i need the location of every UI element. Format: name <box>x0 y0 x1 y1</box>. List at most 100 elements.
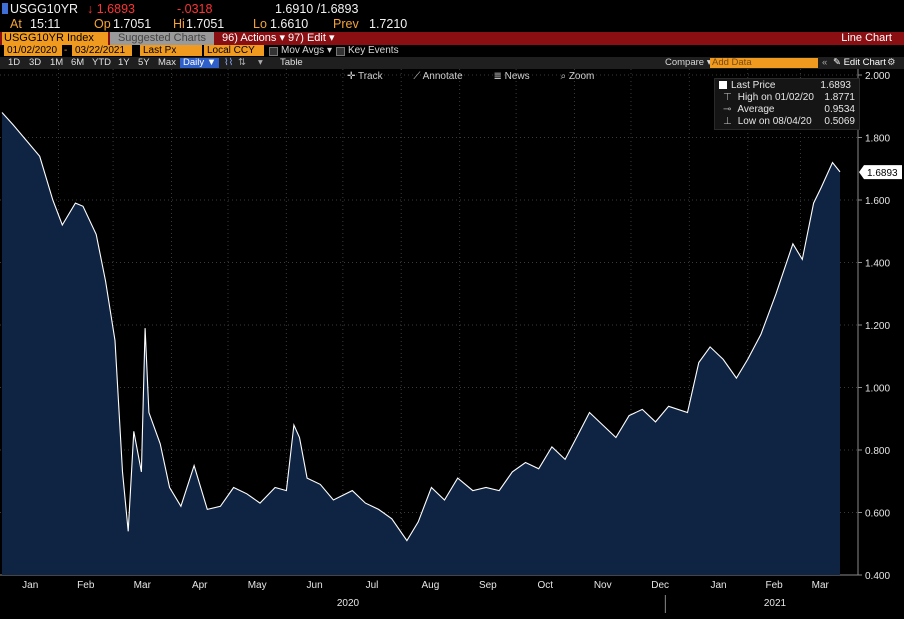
mov-avgs-label[interactable]: Mov Avgs ▾ <box>281 45 332 56</box>
legend-label: Low on 08/04/20 <box>737 116 812 127</box>
start-date-input[interactable]: 01/02/2020 <box>4 45 62 56</box>
high-marker-icon: ⊤ <box>723 92 732 103</box>
edit-chart-button[interactable]: ✎ Edit Chart <box>833 57 886 68</box>
mov-avgs-checkbox[interactable] <box>269 47 278 56</box>
settings-row <box>0 45 904 57</box>
field-select[interactable]: Last Px <box>140 45 202 56</box>
zoom-label: Zoom <box>568 71 595 82</box>
legend-row-low: ⊥ Low on 08/04/20 0.5069 <box>719 116 859 128</box>
y-tick-label: 1.200 <box>865 321 890 332</box>
range-button-5y[interactable]: 5Y <box>138 57 150 68</box>
x-tick-label: Jan <box>710 580 726 591</box>
high-label: Hi <box>173 17 185 31</box>
table-button[interactable]: Table <box>280 57 303 68</box>
year-label-2021: 2021 <box>764 598 787 609</box>
legend-value: 1.8771 <box>824 92 855 103</box>
prev-label: Prev <box>333 17 359 31</box>
legend-label: Last Price <box>731 80 776 91</box>
range-button-ytd[interactable]: YTD <box>92 57 111 68</box>
x-tick-label: Mar <box>134 580 152 591</box>
open-value: 1.7051 <box>113 17 152 31</box>
legend-row-high: ⊤ High on 01/02/20 1.8771 <box>719 92 859 104</box>
y-tick-label: 2.000 <box>865 71 890 82</box>
suggested-charts-button[interactable]: Suggested Charts <box>110 32 214 45</box>
y-tick-label: 0.600 <box>865 509 890 520</box>
range-button-max[interactable]: Max <box>158 57 176 68</box>
at-label: At <box>10 17 22 31</box>
bid-ask: 1.6910 /1.6893 <box>275 2 359 16</box>
last-price-swatch <box>719 81 727 89</box>
line-style-icon[interactable]: ⌇⌇ <box>224 57 234 68</box>
track-label: Track <box>357 71 383 82</box>
x-tick-label: May <box>248 580 267 591</box>
last-price-label: 1.6893 <box>867 168 898 179</box>
open-label: Op <box>94 17 111 31</box>
toolbar-bar: Line Chart <box>0 32 904 45</box>
actions-menu[interactable]: 96) Actions ▾ <box>222 32 285 44</box>
range-button-1m[interactable]: 1M <box>50 57 64 68</box>
periodicity-select[interactable]: Daily ▼ <box>180 58 220 68</box>
y-tick-label: 1.000 <box>865 384 890 395</box>
chart-area[interactable]: 0.400 0.600 0.800 1.000 1.200 1.400 1.600 1.800… <box>0 69 904 614</box>
key-events-checkbox[interactable] <box>336 47 345 56</box>
range-button-1d[interactable]: 1D <box>8 57 21 68</box>
low-label: Lo <box>253 17 267 31</box>
low-marker-icon: ⊥ <box>723 116 732 127</box>
x-tick-label: Sep <box>479 580 497 591</box>
legend-value: 0.9534 <box>824 104 855 115</box>
range-button-1y[interactable]: 1Y <box>118 57 130 68</box>
add-data-input[interactable]: Add Data <box>710 58 818 68</box>
price-chart[interactable]: 0.400 0.600 0.800 1.000 1.200 1.400 1.600 1.800… <box>0 69 904 614</box>
date-separator: - <box>64 45 68 56</box>
y-tick-label: 1.400 <box>865 259 890 270</box>
track-tool[interactable]: ✛ Track <box>347 71 383 82</box>
collapse-icon[interactable]: « <box>822 57 828 68</box>
overflow-icon[interactable]: ▾ <box>258 57 263 68</box>
currency-select[interactable]: Local CCY <box>204 45 264 56</box>
x-tick-label: Nov <box>594 580 612 591</box>
annotate-tool[interactable]: ⟋ Annotate <box>413 71 463 82</box>
year-label-2020: 2020 <box>337 598 360 609</box>
chart-tools: ✛ Track ⟋ Annotate ≣ News ⌕ Zoom <box>347 71 622 82</box>
bar-style-icon[interactable]: ⇅ <box>238 57 246 68</box>
range-button-3d[interactable]: 3D <box>29 57 42 68</box>
x-tick-label: Feb <box>765 580 783 591</box>
chart-legend: Last Price 1.6893 ⊤ High on 01/02/20 1.87… <box>714 78 860 130</box>
at-time: 15:11 <box>30 17 61 31</box>
legend-label: High on 01/02/20 <box>737 92 814 103</box>
key-events-label[interactable]: Key Events <box>348 45 399 56</box>
news-label: News <box>504 71 530 82</box>
ticker-flag <box>2 3 8 14</box>
range-row <box>0 57 904 69</box>
change-value: -.0318 <box>177 2 213 16</box>
legend-row-average: ⊸ Average 0.9534 <box>719 104 859 116</box>
x-tick-label: Mar <box>812 580 830 591</box>
edit-menu[interactable]: 97) Edit ▾ <box>288 32 335 44</box>
x-tick-label: Dec <box>651 580 669 591</box>
compare-button[interactable]: Compare ▾ <box>665 57 712 68</box>
security-field[interactable]: USGG10YR Index <box>2 32 108 45</box>
end-date-input[interactable]: 03/22/2021 <box>72 45 132 56</box>
last-price-value: 1.6893 <box>96 2 135 16</box>
last-price-flag <box>859 165 902 180</box>
y-tick-label: 0.400 <box>865 571 890 582</box>
news-tool[interactable]: ≣ News <box>493 71 530 82</box>
price-line <box>1 112 841 542</box>
legend-row-last: Last Price 1.6893 <box>719 80 855 92</box>
x-tick-label: Jan <box>22 580 38 591</box>
x-tick-label: Aug <box>422 580 440 591</box>
ticker-symbol: USGG10YR <box>10 2 79 16</box>
gear-icon[interactable]: ⚙ <box>887 57 896 68</box>
legend-label: Average <box>737 104 775 115</box>
last-price: ↓ 1.6893 <box>87 2 135 16</box>
x-tick-label: Apr <box>192 580 208 591</box>
high-value: 1.7051 <box>186 17 225 31</box>
prev-value: 1.7210 <box>369 17 408 31</box>
x-tick-label: Oct <box>538 580 554 591</box>
x-tick-label: Jun <box>307 580 323 591</box>
y-tick-label: 1.800 <box>865 134 890 145</box>
zoom-tool[interactable]: ⌕ Zoom <box>560 71 595 82</box>
x-tick-label: Feb <box>77 580 95 591</box>
range-button-6m[interactable]: 6M <box>71 57 85 68</box>
view-title: Line Chart <box>841 32 892 44</box>
